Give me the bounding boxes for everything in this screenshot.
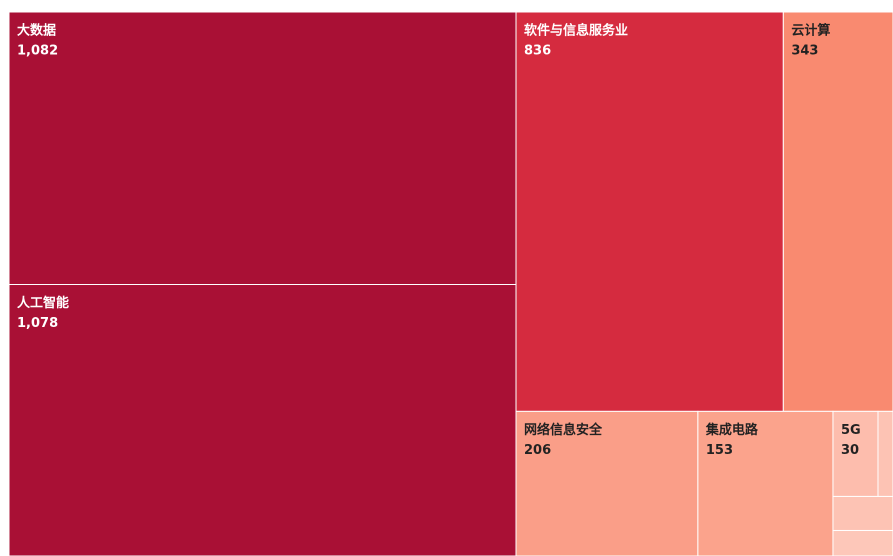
- treemap-cell: [782, 11, 893, 412]
- cell-label: 网络信息安全: [524, 422, 603, 438]
- treemap-cell: [877, 410, 893, 497]
- treemap-cell: [515, 11, 784, 412]
- cell-label: 云计算: [791, 23, 830, 39]
- treemap-cell: [515, 410, 699, 556]
- cell-value: 1,082: [17, 44, 58, 59]
- cell-label: 大数据: [17, 23, 56, 39]
- cell-label: 软件与信息服务业: [524, 23, 628, 39]
- treemap-cell: [8, 11, 517, 286]
- cell-value: 836: [524, 44, 551, 59]
- treemap-cell: [697, 410, 834, 556]
- treemap-cell: [832, 495, 893, 531]
- cell-value: 343: [791, 44, 818, 59]
- cell-value: 30: [841, 443, 859, 458]
- treemap-cell: [8, 284, 517, 556]
- cell-label: 5G: [841, 423, 861, 438]
- cell-value: 153: [706, 443, 733, 458]
- cell-label: 集成电路: [705, 422, 759, 438]
- cell-value: 206: [524, 443, 551, 458]
- treemap-cell: [832, 529, 893, 556]
- cell-label: 人工智能: [17, 295, 69, 311]
- cell-value: 1,078: [17, 316, 58, 331]
- treemap-cell: [832, 410, 879, 497]
